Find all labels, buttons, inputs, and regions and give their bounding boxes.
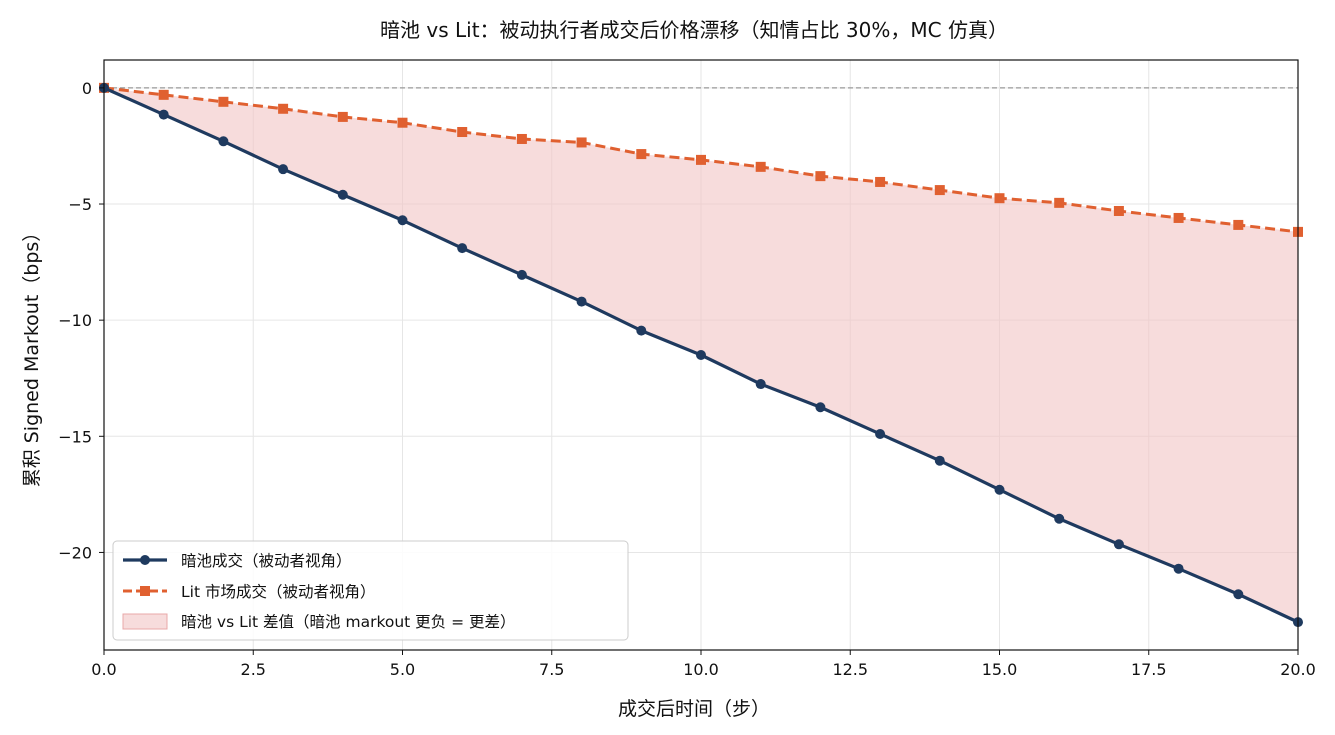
dark-pool-point xyxy=(994,484,1005,495)
lit-point xyxy=(457,127,468,138)
y-tick-label: −15 xyxy=(58,427,92,446)
lit-point xyxy=(994,193,1005,204)
y-axis-label: 累积 Signed Markout（bps） xyxy=(21,223,43,488)
dark-pool-point xyxy=(516,269,527,280)
dark-pool-point xyxy=(875,428,886,439)
x-tick-label: 5.0 xyxy=(390,660,415,679)
chart-title: 暗池 vs Lit：被动执行者成交后价格漂移（知情占比 30%，MC 仿真） xyxy=(380,18,1008,42)
lit-point xyxy=(516,133,527,144)
y-tick-label: −10 xyxy=(58,311,92,330)
dark-pool-point xyxy=(934,455,945,466)
lit-point xyxy=(934,185,945,196)
dark-pool-point xyxy=(457,243,468,254)
x-tick-label: 10.0 xyxy=(683,660,719,679)
lit-point xyxy=(696,154,706,165)
lit-point xyxy=(397,117,408,128)
dark-pool-point xyxy=(278,164,289,175)
dark-pool-point xyxy=(1054,513,1065,524)
x-tick-label: 0.0 xyxy=(91,660,116,679)
lit-point xyxy=(875,176,886,187)
legend-label-fill: 暗池 vs Lit 差值（暗池 markout 更负 = 更差） xyxy=(181,613,516,631)
legend-label-lit: Lit 市场成交（被动者视角） xyxy=(181,583,375,601)
x-tick-label: 7.5 xyxy=(539,660,564,679)
dark-pool-point xyxy=(337,189,348,200)
lit-point xyxy=(1233,219,1244,230)
lit-point xyxy=(636,149,647,160)
lit-point xyxy=(218,96,229,107)
lit-point xyxy=(576,137,587,148)
legend-box xyxy=(112,540,629,641)
dark-pool-point xyxy=(218,136,229,147)
legend: 暗池成交（被动者视角） Lit 市场成交（被动者视角） 暗池 vs Lit 差值… xyxy=(112,540,629,641)
x-axis-ticks: 0.0 2.5 5.0 7.5 10.0 12.5 15.0 17.5 20.0 xyxy=(91,650,1316,679)
dark-pool-point xyxy=(636,325,647,336)
dark-pool-point xyxy=(1173,563,1184,574)
x-tick-label: 17.5 xyxy=(1131,660,1167,679)
dark-pool-point xyxy=(1233,589,1244,600)
legend-label-dark-pool: 暗池成交（被动者视角） xyxy=(181,552,352,570)
dark-pool-point xyxy=(397,215,408,226)
x-tick-label: 15.0 xyxy=(982,660,1018,679)
lit-point xyxy=(755,161,766,172)
dark-pool-point xyxy=(815,402,826,413)
lit-point xyxy=(1054,197,1065,208)
legend-swatch-dark-pool-marker xyxy=(140,555,150,565)
dark-pool-point xyxy=(158,109,169,120)
dark-pool-point xyxy=(696,350,706,360)
lit-point xyxy=(158,89,169,100)
y-tick-label: −5 xyxy=(68,195,92,214)
y-tick-label: −20 xyxy=(58,543,92,562)
lit-point xyxy=(337,111,348,122)
lit-point xyxy=(1173,212,1184,223)
x-axis-label: 成交后时间（步） xyxy=(618,698,770,720)
x-tick-label: 20.0 xyxy=(1280,660,1316,679)
series-layer xyxy=(99,82,1303,628)
x-tick-label: 12.5 xyxy=(832,660,868,679)
legend-swatch-lit-marker xyxy=(140,586,150,596)
lit-point xyxy=(278,103,289,114)
dark-pool-point xyxy=(576,296,587,307)
dark-pool-point xyxy=(755,379,766,390)
y-axis-ticks: 0 −5 −10 −15 −20 xyxy=(58,79,104,562)
lit-point xyxy=(815,171,826,182)
lit-point xyxy=(1113,205,1124,216)
y-tick-label: 0 xyxy=(82,79,92,98)
legend-swatch-fill xyxy=(122,613,168,630)
x-tick-label: 2.5 xyxy=(241,660,266,679)
dark-pool-point xyxy=(1113,539,1124,550)
